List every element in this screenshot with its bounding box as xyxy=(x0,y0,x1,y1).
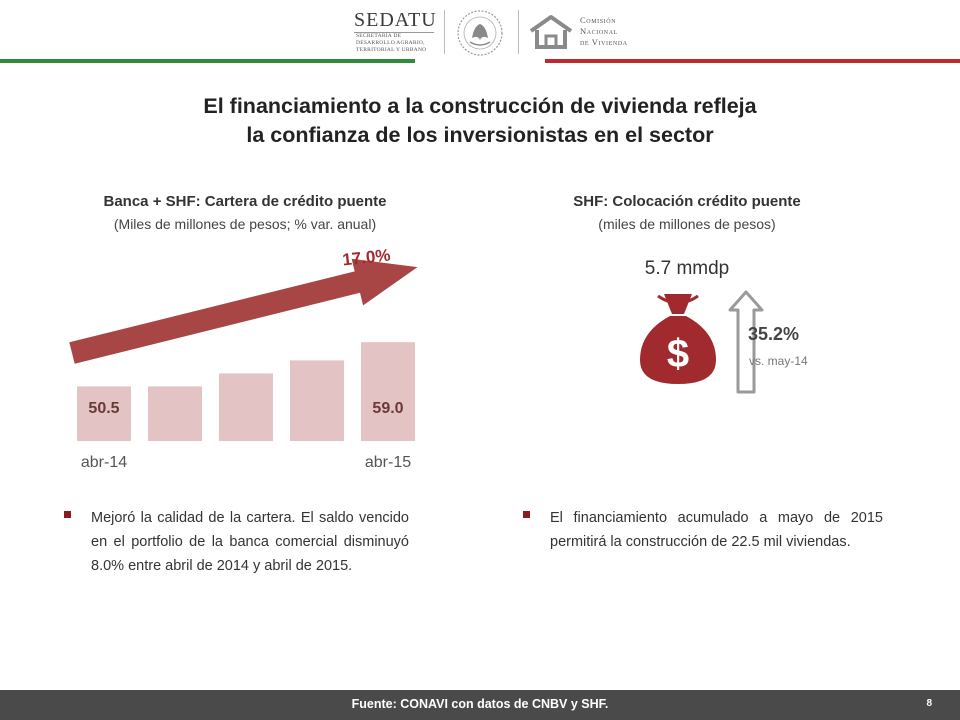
category-label: abr-15 xyxy=(365,454,411,471)
placement-growth: 35.2% xyxy=(748,324,800,344)
left-panel-subtitle: (Miles de millones de pesos; % var. anua… xyxy=(113,216,377,232)
up-arrow-icon xyxy=(728,290,764,394)
right-bullet-text: El financiamiento acumulado a mayo de 20… xyxy=(550,510,883,550)
bar-value-label: 59.0 xyxy=(372,400,403,417)
header-stripe-red xyxy=(545,59,960,63)
left-panel-title: Banca + SHF: Cartera de crédito puente xyxy=(103,193,387,210)
bar-value-label: 50.5 xyxy=(88,400,119,417)
sedatu-rule xyxy=(354,32,434,33)
conavi-logo-text: Comisión Nacional de Vivienda xyxy=(580,15,628,48)
conavi-line: Nacional xyxy=(580,26,618,36)
bar-4 xyxy=(361,342,415,441)
placement-comparison: vs. may-14 xyxy=(749,354,808,368)
right-bullet: El financiamiento acumulado a mayo de 20… xyxy=(523,506,883,586)
footer-source: Fuente: CONAVI con datos de CNBV y SHF. xyxy=(351,697,609,711)
conavi-line: Comisión xyxy=(580,15,617,25)
bar-1 xyxy=(148,386,202,441)
bullet-square-icon xyxy=(523,511,530,518)
sedatu-logo-text: SEDATU xyxy=(354,9,437,31)
growth-percent-label: 17.0% xyxy=(341,246,391,270)
dollar-sign: $ xyxy=(667,332,689,376)
bar-2 xyxy=(219,373,273,441)
left-bullet-text: Mejoró la calidad de la cartera. El sald… xyxy=(91,510,409,574)
slide-title-line: la confianza de los inversionistas en el… xyxy=(246,123,714,147)
header-stripe-green xyxy=(0,59,415,63)
sedatu-subtitle: SECRETARÍA DE DESARROLLO AGRARIO, TERRIT… xyxy=(356,33,438,54)
placement-amount: 5.7 mmdp xyxy=(644,258,730,279)
coat-of-arms-icon xyxy=(457,10,503,56)
left-bullet: Mejoró la calidad de la cartera. El sald… xyxy=(64,506,409,606)
house-logo-icon xyxy=(529,15,573,49)
header-divider xyxy=(518,10,519,54)
page-number: 8 xyxy=(926,698,932,709)
footer: Fuente: CONAVI con datos de CNBV y SHF. … xyxy=(0,690,960,720)
money-bag-icon: $ xyxy=(640,294,716,384)
right-panel-title: SHF: Colocación crédito puente xyxy=(573,193,801,210)
growth-arrow xyxy=(69,258,418,364)
header-divider xyxy=(444,10,445,54)
bar-0 xyxy=(77,386,131,441)
sedatu-subtitle-line: SECRETARÍA DE xyxy=(356,33,402,39)
bullet-square-icon xyxy=(64,511,71,518)
slide-title-line: El financiamiento a la construcción de v… xyxy=(203,94,757,118)
category-label: abr-14 xyxy=(81,454,127,471)
sedatu-subtitle-line: DESARROLLO AGRARIO, xyxy=(356,40,425,46)
bar-3 xyxy=(290,360,344,441)
credit-portfolio-chart: 50.5 59.0 abr-14 abr-15 17.0% xyxy=(69,246,418,471)
header: SEDATU SECRETARÍA DE DESARROLLO AGRARIO,… xyxy=(0,0,960,64)
conavi-line: de Vivienda xyxy=(580,37,628,47)
right-panel-subtitle: (miles de millones de pesos) xyxy=(598,216,776,232)
sedatu-subtitle-line: TERRITORIAL Y URBANO xyxy=(356,47,427,53)
slide-title: El financiamiento a la construcción de v… xyxy=(100,92,860,150)
